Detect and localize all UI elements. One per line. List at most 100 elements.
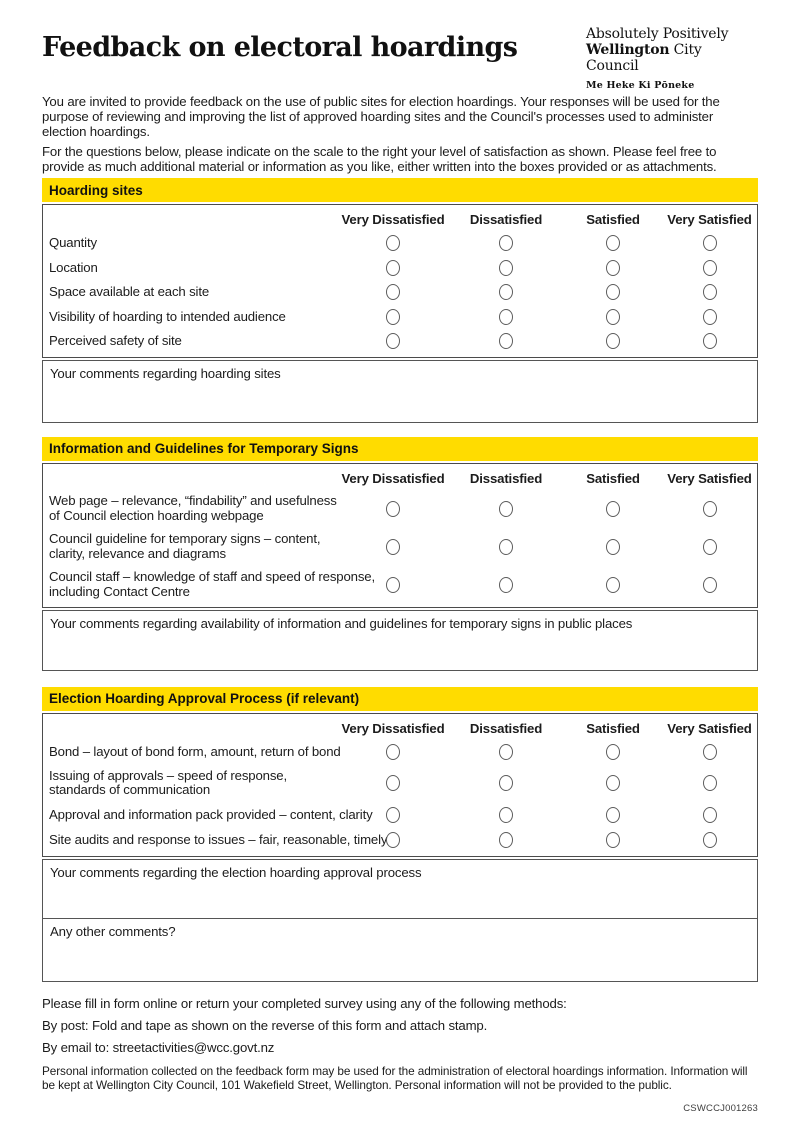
- radio-dissatisfied[interactable]: [499, 500, 513, 517]
- any-other-comments-input[interactable]: Any other comments?: [42, 917, 758, 982]
- radio-satisfied[interactable]: [606, 538, 620, 555]
- rating-row-bond: Bond – layout of bond form, amount, retu…: [43, 740, 757, 765]
- radio-very-satisfied[interactable]: [702, 333, 717, 350]
- email-address[interactable]: streetactivities@wcc.govt.nz: [112, 1039, 275, 1055]
- scale-label-satisfied: Satisfied: [586, 212, 640, 227]
- intro-text: You are invited to provide feedback on t…: [42, 94, 758, 174]
- radio-very-satisfied[interactable]: [702, 308, 717, 325]
- radio-very-satisfied[interactable]: [702, 576, 717, 593]
- radio-dissatisfied[interactable]: [499, 743, 513, 760]
- radio-very-dissatisfied[interactable]: [386, 333, 400, 350]
- document-code: CSWCCJ001263: [683, 1102, 758, 1114]
- radio-very-dissatisfied[interactable]: [386, 775, 400, 791]
- question-label: Council staff – knowledge of staff and s…: [49, 569, 375, 599]
- radio-very-dissatisfied[interactable]: [386, 308, 400, 325]
- rating-row-web-page: Web page – relevance, “findability” and …: [43, 490, 757, 528]
- question-label: Web page – relevance, “findability” and …: [49, 493, 337, 523]
- radio-very-satisfied[interactable]: [702, 807, 717, 823]
- radio-satisfied[interactable]: [606, 308, 620, 325]
- radio-dissatisfied[interactable]: [499, 775, 513, 791]
- comments-hoarding-sites-input[interactable]: Your comments regarding hoarding sites: [42, 359, 758, 423]
- radio-very-satisfied[interactable]: [702, 775, 717, 791]
- scale-label-dissatisfied: Dissatisfied: [469, 720, 543, 736]
- radio-dissatisfied[interactable]: [499, 235, 513, 252]
- scale-label-satisfied: Satisfied: [586, 470, 640, 486]
- radio-very-dissatisfied[interactable]: [386, 500, 400, 517]
- scale-header-row: Very Dissatisfied Dissatisfied Satisfied…: [43, 719, 757, 740]
- section-header-approval-process: Election Hoarding Approval Process (if r…: [42, 686, 758, 711]
- rating-table-approval-process: Very Dissatisfied Dissatisfied Satisfied…: [42, 712, 758, 857]
- radio-dissatisfied[interactable]: [499, 308, 513, 325]
- radio-satisfied[interactable]: [606, 775, 620, 791]
- radio-very-satisfied[interactable]: [702, 500, 717, 517]
- question-label: Council guideline for temporary signs – …: [49, 531, 321, 561]
- rating-row-perceived-safety: Perceived safety of site: [43, 329, 757, 354]
- footer: Please fill in form online or return you…: [42, 996, 758, 1114]
- scale-header-row: Very Dissatisfied Dissatisfied Satisfied…: [43, 469, 757, 490]
- radio-satisfied[interactable]: [606, 333, 620, 350]
- question-label: Bond – layout of bond form, amount, retu…: [49, 743, 341, 759]
- radio-very-satisfied[interactable]: [702, 832, 717, 849]
- radio-dissatisfied[interactable]: [499, 832, 513, 849]
- question-label: Space available at each site: [49, 284, 210, 299]
- logo-maori-name: Me Heke Ki Pōneke: [586, 80, 695, 91]
- radio-very-dissatisfied[interactable]: [386, 538, 400, 555]
- radio-dissatisfied[interactable]: [499, 259, 513, 276]
- comments-label: Your comments regarding availability of …: [50, 615, 633, 631]
- radio-very-satisfied[interactable]: [702, 284, 717, 301]
- radio-very-satisfied[interactable]: [702, 259, 717, 276]
- rating-row-council-staff: Council staff – knowledge of staff and s…: [43, 566, 757, 604]
- logo-tagline: Absolutely Positively: [586, 26, 729, 42]
- rating-row-visibility: Visibility of hoarding to intended audie…: [43, 305, 757, 330]
- radio-satisfied[interactable]: [606, 259, 620, 276]
- rating-row-location: Location: [43, 256, 757, 281]
- scale-header-row: Very Dissatisfied Dissatisfied Satisfied…: [43, 210, 757, 231]
- radio-satisfied[interactable]: [606, 235, 620, 252]
- radio-satisfied[interactable]: [606, 576, 620, 593]
- radio-satisfied[interactable]: [606, 832, 620, 849]
- comments-information-guidelines-input[interactable]: Your comments regarding availability of …: [42, 609, 758, 671]
- radio-very-satisfied[interactable]: [702, 743, 717, 760]
- radio-dissatisfied[interactable]: [499, 333, 513, 350]
- rating-table-hoarding-sites: Very Dissatisfied Dissatisfied Satisfied…: [42, 204, 758, 358]
- comments-label: Any other comments?: [50, 923, 176, 939]
- section-header-information-guidelines: Information and Guidelines for Temporary…: [42, 436, 758, 461]
- comments-label: Your comments regarding hoarding sites: [50, 365, 281, 381]
- question-label: Issuing of approvals – speed of response…: [49, 767, 287, 797]
- radio-satisfied[interactable]: [606, 743, 620, 760]
- radio-dissatisfied[interactable]: [499, 284, 513, 301]
- question-label: Visibility of hoarding to intended audie…: [49, 308, 286, 324]
- scale-label-dissatisfied: Dissatisfied: [469, 212, 543, 227]
- radio-very-dissatisfied[interactable]: [386, 284, 400, 301]
- radio-very-satisfied[interactable]: [702, 538, 717, 555]
- radio-dissatisfied[interactable]: [499, 807, 513, 823]
- radio-dissatisfied[interactable]: [499, 538, 513, 555]
- question-label: Quantity: [49, 235, 97, 250]
- comments-approval-process-input[interactable]: Your comments regarding the election hoa…: [42, 858, 758, 919]
- scale-label-satisfied: Satisfied: [586, 720, 640, 736]
- radio-very-dissatisfied[interactable]: [386, 832, 400, 849]
- radio-very-dissatisfied[interactable]: [386, 807, 400, 823]
- radio-dissatisfied[interactable]: [499, 576, 513, 593]
- masthead: Feedback on electoral hoardings Absolute…: [42, 26, 758, 91]
- radio-satisfied[interactable]: [606, 807, 620, 823]
- comments-label: Your comments regarding the election hoa…: [50, 864, 422, 880]
- logo-brand: Wellington City Council: [586, 42, 702, 74]
- scale-label-very-satisfied: Very Satisfied: [667, 212, 752, 227]
- radio-satisfied[interactable]: [606, 284, 620, 301]
- radio-very-dissatisfied[interactable]: [386, 576, 400, 593]
- page-title: Feedback on electoral hoardings: [42, 32, 518, 63]
- scale-label-very-dissatisfied: Very Dissatisfied: [341, 470, 445, 486]
- email-instructions: By email to: streetactivities@wcc.govt.n…: [42, 1039, 275, 1055]
- radio-very-satisfied[interactable]: [702, 235, 717, 252]
- question-label: Perceived safety of site: [49, 333, 182, 348]
- rating-row-issuing-approvals: Issuing of approvals – speed of response…: [43, 764, 757, 802]
- radio-very-dissatisfied[interactable]: [386, 235, 400, 252]
- radio-satisfied[interactable]: [606, 500, 620, 517]
- radio-very-dissatisfied[interactable]: [386, 743, 400, 760]
- question-label: Location: [49, 259, 98, 275]
- question-label: Site audits and response to issues – fai…: [49, 832, 395, 847]
- radio-very-dissatisfied[interactable]: [386, 259, 400, 276]
- question-label: Approval and information pack provided –…: [49, 806, 373, 822]
